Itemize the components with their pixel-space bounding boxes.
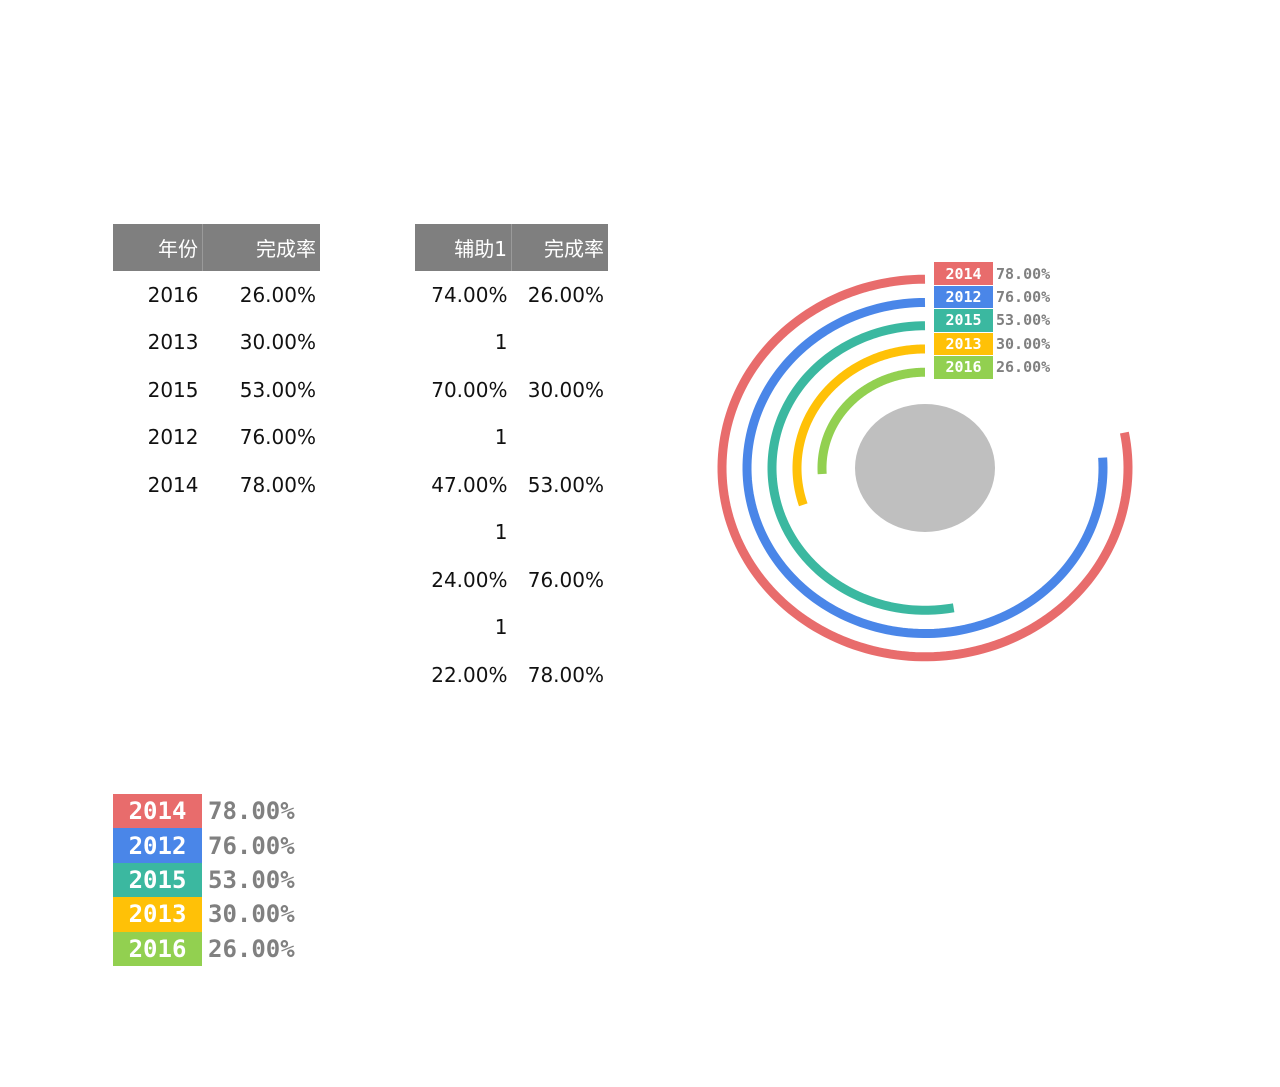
table-cell: 2016 [147,282,199,307]
table-cell: 2015 [147,377,199,402]
table-cell: 53.00% [527,472,604,497]
center-disc [855,404,995,532]
table-cell: 78.00% [239,472,316,497]
legend-item: 2012 76.00% [934,285,1051,309]
table-cell: 30.00% [239,330,316,355]
year-rate-table: 年份 完成率 2016 26.00% 2013 30.00% 2015 53.00% 201… [113,224,320,509]
table-cell: 1 [494,330,508,355]
header-helper: 辅助1 [415,224,512,271]
table-header-row: 辅助1 完成率 [415,224,608,271]
header-rate: 完成率 [202,224,320,271]
helper-rate-table: 辅助1 完成率 74.00% 26.00% 1 70.00% 30.00% 1 47.00%… [415,224,608,699]
table-cell [512,509,609,557]
table-cell: 76.00% [527,567,604,592]
table-row: 2014 78.00% [113,461,320,509]
table-row: 2013 30.00% [113,319,320,367]
table-cell: 53.00% [239,377,316,402]
table-cell: 2012 [147,425,199,450]
legend-year: 2012 [113,828,202,863]
table-cell: 1 [494,520,508,545]
table-row: 70.00% 30.00% [415,366,608,414]
legend-value: 53.00% [996,311,1051,330]
table-cell: 74.00% [431,282,508,307]
legend-item: 2015 53.00% [934,309,1050,332]
legend-item: 2014 78.00% [934,262,1050,285]
legend-value: 76.00% [996,288,1051,307]
table-cell: 70.00% [431,377,508,402]
legend-year: 2012 [934,285,993,309]
legend-year: 2013 [934,332,993,356]
legend-item: 2016 26.00% [113,931,295,966]
legend-value: 53.00% [208,865,295,894]
table-cell: 24.00% [431,567,508,592]
legend-year: 2013 [113,897,202,932]
legend-item: 2014 78.00% [113,794,295,829]
table-row: 1 [415,604,608,652]
table-cell: 76.00% [239,425,316,450]
table-cell: 22.00% [431,662,508,687]
chart-legend: 2014 78.00% 2012 76.00% 2015 53.00% 2013 30.00%… [934,262,1050,379]
table-row: 2016 26.00% [113,271,320,319]
table-cell: 1 [494,425,508,450]
table-row: 1 [415,414,608,462]
table-row: 47.00% 53.00% [415,461,608,509]
legend-item: 2016 26.00% [934,355,1051,379]
legend-year: 2015 [934,309,993,332]
table-body: 2016 26.00% 2013 30.00% 2015 53.00% 2012 76.00%… [113,271,320,509]
table-row: 74.00% 26.00% [415,271,608,319]
table-cell: 2013 [147,330,199,355]
legend-item: 2013 30.00% [113,897,295,932]
table-cell: 26.00% [239,282,316,307]
summary-legend: 2014 78.00% 2012 76.00% 2015 53.00% 2013 30.00%… [113,794,295,966]
table-cell: 2014 [147,472,199,497]
legend-year: 2014 [934,262,993,285]
table-row: 24.00% 76.00% [415,556,608,604]
legend-year: 2016 [113,931,202,966]
radial-bar-2015 [767,321,955,615]
table-header-row: 年份 完成率 [113,224,320,271]
table-cell [512,319,609,367]
radial-bar-2016 [817,367,925,475]
legend-value: 26.00% [208,934,295,963]
radial-bar-2013 [792,344,926,507]
table-cell [512,414,609,462]
table-cell: 78.00% [527,662,604,687]
legend-year: 2014 [113,794,202,829]
legend-item: 2012 76.00% [113,828,295,863]
table-cell: 26.00% [527,282,604,307]
legend-item: 2015 53.00% [113,862,295,898]
table-row: 1 [415,319,608,367]
legend-year: 2016 [934,355,993,379]
table-row: 1 [415,509,608,557]
radial-bar-2012 [742,297,1108,639]
legend-value: 78.00% [208,797,295,826]
header-year: 年份 [113,224,203,271]
radial-bar-2014 [717,274,1133,662]
radial-bar-chart [717,274,1133,662]
header-rate: 完成率 [511,224,608,271]
table-row: 2012 76.00% [113,414,320,462]
table-body: 74.00% 26.00% 1 70.00% 30.00% 1 47.00% 53.00% 1 2… [415,271,608,699]
table-cell [512,604,609,652]
table-cell: 47.00% [431,472,508,497]
legend-value: 76.00% [208,831,295,860]
legend-item: 2013 30.00% [934,332,1051,356]
table-cell: 30.00% [527,377,604,402]
table-cell: 1 [494,615,508,640]
legend-year: 2015 [113,862,202,898]
table-row: 2015 53.00% [113,366,320,414]
table-row: 22.00% 78.00% [415,651,608,699]
legend-value: 26.00% [996,358,1051,377]
legend-value: 78.00% [996,264,1051,283]
legend-value: 30.00% [996,334,1051,353]
legend-value: 30.00% [208,900,295,929]
